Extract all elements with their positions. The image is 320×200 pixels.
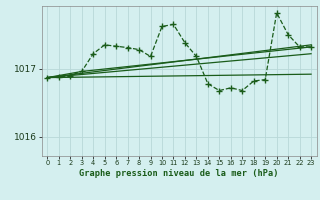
X-axis label: Graphe pression niveau de la mer (hPa): Graphe pression niveau de la mer (hPa) [79, 169, 279, 178]
